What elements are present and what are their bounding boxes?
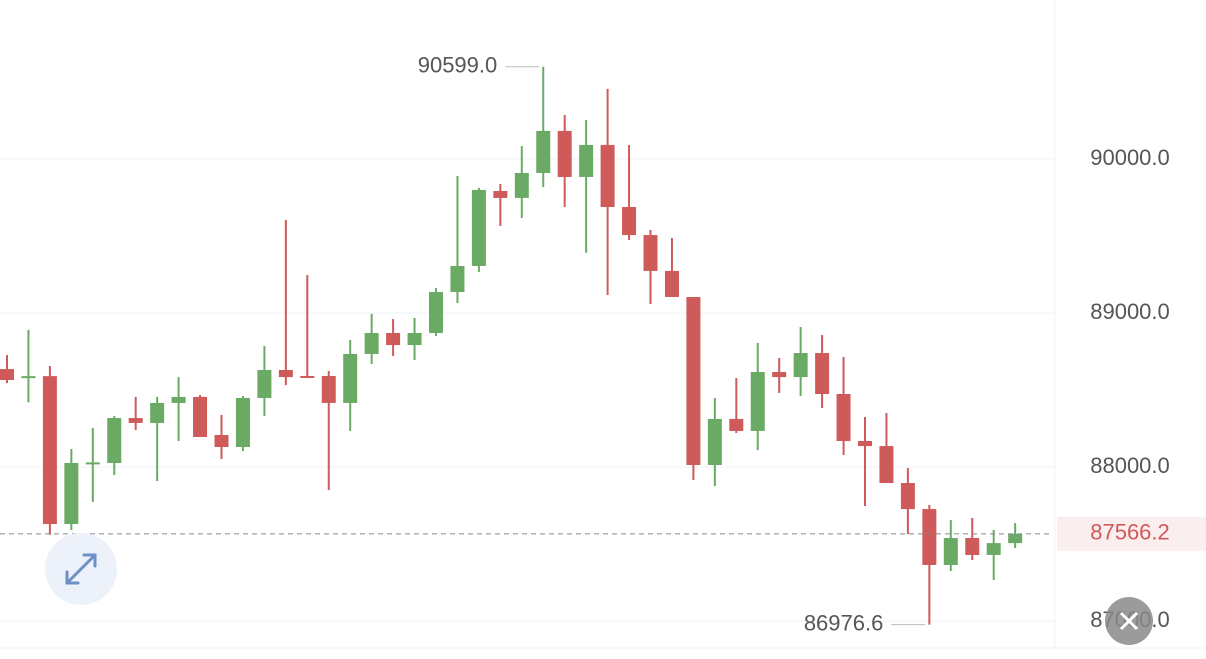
y-tick-label: 89000.0 [1090, 299, 1170, 324]
candle-body [150, 402, 165, 423]
close-icon[interactable] [1119, 611, 1139, 631]
candle-body [986, 543, 1001, 555]
candle-body [64, 463, 79, 525]
candle-body [664, 270, 679, 297]
plot: 87000.088000.089000.090000.087566.290599… [0, 53, 1206, 635]
candle-body [836, 394, 851, 441]
candle-body [900, 483, 915, 510]
candle-body [257, 369, 272, 399]
candle-body [85, 462, 100, 465]
candle-body [750, 371, 765, 431]
candle-body [128, 418, 143, 423]
close-button[interactable] [1105, 597, 1153, 645]
candle-body [622, 207, 637, 236]
candle-body [21, 376, 36, 379]
expand-button[interactable] [45, 533, 117, 605]
candle-body [879, 446, 894, 484]
last-price-label: 87566.2 [1090, 520, 1170, 545]
candle-body [643, 235, 658, 271]
candle-body [300, 375, 315, 378]
last-price-bg [1057, 516, 1206, 551]
y-tick-label: 90000.0 [1090, 145, 1170, 170]
candle-body [557, 130, 572, 177]
candle-body [193, 396, 208, 437]
candle-body [321, 375, 336, 403]
annotation-label: 90599.0 [418, 53, 498, 78]
candle-body [686, 296, 701, 466]
candle-body [922, 509, 937, 565]
candle-body [364, 333, 379, 354]
candle-body [729, 418, 744, 431]
candle-body [772, 371, 787, 378]
candle-body [450, 266, 465, 293]
candle-body [707, 418, 722, 466]
candle-body [407, 333, 422, 346]
candle-body [600, 144, 615, 208]
candle-body [471, 189, 486, 267]
candle-body [943, 538, 958, 565]
candle-body [235, 398, 250, 447]
candle-body [429, 292, 443, 334]
candle-body [343, 353, 358, 403]
candle-body [214, 434, 229, 447]
annotation-label: 86976.6 [804, 610, 884, 635]
candle-body [42, 376, 57, 525]
candle-body [0, 369, 14, 380]
candle-body [579, 144, 594, 177]
candle-body [278, 369, 293, 378]
candle-body [514, 172, 529, 198]
candle-body [386, 333, 401, 346]
y-tick-label: 88000.0 [1090, 453, 1170, 478]
candle-body [536, 130, 551, 173]
candle-body [965, 538, 980, 555]
candle-body [793, 353, 808, 378]
candle-body [858, 440, 872, 447]
candle-body [1008, 533, 1023, 544]
candle-body [815, 353, 830, 395]
candle-body [107, 418, 122, 464]
candle-body [171, 396, 186, 403]
candle-body [493, 190, 508, 198]
expand-icon[interactable] [65, 553, 97, 585]
